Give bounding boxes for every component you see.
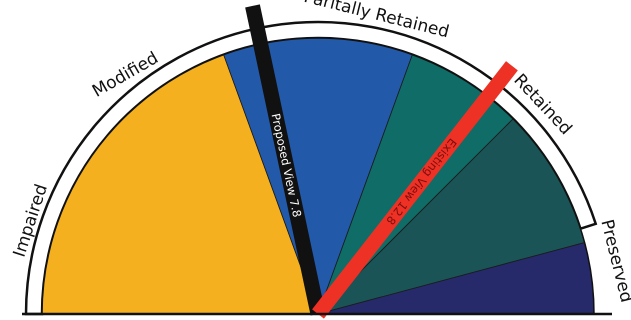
category-label: Preserved: [596, 218, 631, 305]
needle-bar: [312, 61, 518, 319]
needle-bar: [245, 4, 326, 316]
gauge-inner-ring: [41, 37, 595, 315]
